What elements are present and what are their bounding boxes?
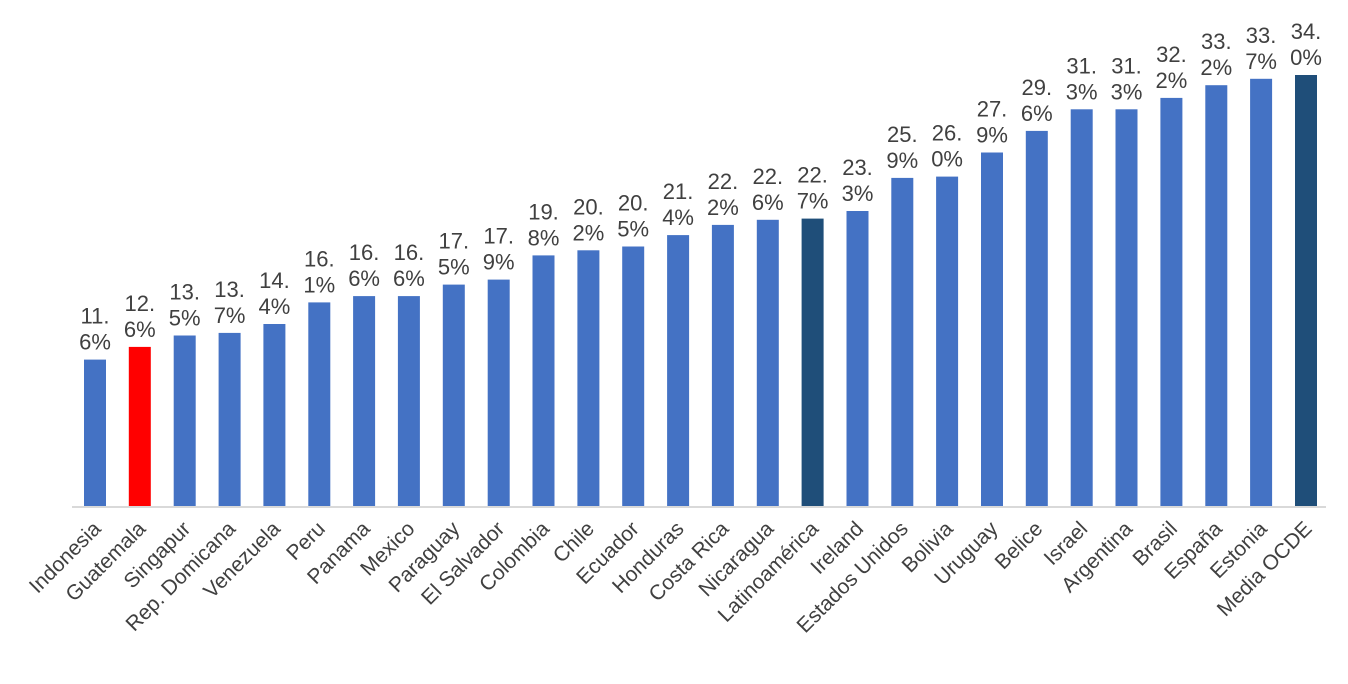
- value-label-argentina-line1: 31.: [1111, 53, 1142, 78]
- bar-brasil: [1160, 97, 1183, 508]
- bar-media-ocde: [1295, 75, 1317, 507]
- value-label-ireland-line2: 3%: [842, 181, 874, 206]
- bar-venezuela: [263, 324, 286, 507]
- value-label-bolivia-line2: 0%: [931, 147, 963, 172]
- bar-ecuador: [622, 246, 645, 507]
- value-label-ireland-line1: 23.: [842, 155, 873, 180]
- value-label-estados-unidos-line2: 9%: [886, 148, 918, 173]
- value-label-belice-line1: 29.: [1022, 75, 1053, 100]
- value-label-estonia-line2: 7%: [1245, 49, 1277, 74]
- value-label-israel-line2: 3%: [1066, 79, 1098, 104]
- value-label-ecuador-line1: 20.: [618, 191, 649, 216]
- value-label-uruguay-line1: 27.: [977, 97, 1008, 122]
- bar-costa-rica: [711, 224, 734, 507]
- value-label-panama-line1: 16.: [349, 240, 380, 265]
- value-label-costa-rica-line1: 22.: [708, 169, 739, 194]
- bar-peru: [308, 302, 331, 507]
- bar-bolivia: [936, 176, 959, 507]
- value-label-peru-line1: 16.: [304, 246, 335, 271]
- value-label-honduras-line1: 21.: [663, 179, 694, 204]
- value-label-panama-line2: 6%: [348, 266, 380, 291]
- value-label-argentina-line2: 3%: [1111, 79, 1143, 104]
- value-label-paraguay-line2: 5%: [438, 255, 470, 280]
- value-label-el-salvador-line2: 9%: [483, 250, 515, 275]
- bar-colombia: [532, 255, 555, 507]
- value-label-brasil-line2: 2%: [1156, 68, 1188, 93]
- value-label-nicaragua-line1: 22.: [753, 164, 784, 189]
- value-label-singapur-line2: 5%: [169, 306, 201, 331]
- bar-indonesia: [84, 359, 106, 507]
- value-label-paraguay-line1: 17.: [439, 229, 470, 254]
- bar-belice: [1025, 130, 1048, 507]
- value-label-media-ocde-line2: 0%: [1290, 45, 1322, 70]
- bar-paraguay: [442, 284, 465, 507]
- value-label-mexico-line2: 6%: [393, 266, 425, 291]
- value-label-colombia-line1: 19.: [528, 199, 559, 224]
- bar-nicaragua: [756, 219, 779, 508]
- value-label-media-ocde-line1: 34.: [1291, 19, 1322, 44]
- value-label-espa-a-line1: 33.: [1201, 29, 1232, 54]
- value-label-bolivia-line1: 26.: [932, 121, 963, 146]
- bar-rep-domicana: [218, 332, 241, 507]
- bars-group: [84, 75, 1317, 508]
- category-label-belice: Belice: [991, 517, 1048, 574]
- value-label-belice-line2: 6%: [1021, 101, 1053, 126]
- value-label-espa-a-line2: 2%: [1200, 55, 1232, 80]
- value-label-nicaragua-line2: 6%: [752, 190, 784, 215]
- value-label-uruguay-line2: 9%: [976, 123, 1008, 148]
- bar-estonia: [1250, 78, 1273, 508]
- bar-argentina: [1115, 109, 1138, 508]
- value-label-indonesia-line2: 6%: [79, 330, 111, 355]
- value-label-peru-line2: 1%: [303, 272, 335, 297]
- bar-estados-unidos: [891, 177, 914, 507]
- value-label-chile-line2: 2%: [573, 220, 605, 245]
- bar-guatemala: [128, 346, 151, 507]
- value-label-colombia-line2: 8%: [528, 225, 560, 250]
- value-label-indonesia-line1: 11.: [81, 304, 110, 329]
- value-label-brasil-line1: 32.: [1156, 42, 1187, 67]
- value-label-estados-unidos-line1: 25.: [887, 122, 918, 147]
- value-label-guatemala-line2: 6%: [124, 317, 156, 342]
- value-label-latinoam-rica-line2: 7%: [797, 189, 829, 214]
- value-label-ecuador-line2: 5%: [617, 217, 649, 242]
- value-label-mexico-line1: 16.: [394, 240, 425, 265]
- bar-uruguay: [981, 152, 1003, 507]
- value-label-el-salvador-line1: 17.: [483, 224, 514, 249]
- value-label-venezuela-line2: 4%: [259, 294, 291, 319]
- value-label-singapur-line1: 13.: [169, 280, 200, 305]
- value-label-latinoam-rica-line1: 22.: [797, 163, 828, 188]
- value-label-guatemala-line1: 12.: [125, 291, 156, 316]
- value-label-israel-line1: 31.: [1066, 53, 1097, 78]
- value-label-venezuela-line1: 14.: [259, 268, 290, 293]
- bar-ireland: [846, 211, 869, 507]
- bar-israel: [1070, 109, 1093, 508]
- bar-honduras: [667, 235, 690, 507]
- value-label-rep-domicana-line2: 7%: [214, 303, 246, 328]
- value-label-estonia-line1: 33.: [1246, 23, 1277, 48]
- value-label-costa-rica-line2: 2%: [707, 195, 739, 220]
- value-labels-group: 11.6%12.6%13.5%13.7%14.4%16.1%16.6%16.6%…: [79, 19, 1322, 355]
- value-label-honduras-line2: 4%: [662, 205, 694, 230]
- bar-latinoam-rica: [801, 218, 824, 507]
- bar-singapur: [173, 335, 196, 507]
- bar-el-salvador: [487, 279, 510, 507]
- bar-espa-a: [1205, 85, 1228, 507]
- bar-chile: [577, 250, 600, 508]
- bar-mexico: [397, 296, 420, 507]
- value-label-rep-domicana-line1: 13.: [214, 277, 245, 302]
- bar-panama: [353, 296, 376, 507]
- value-label-chile-line1: 20.: [573, 194, 604, 219]
